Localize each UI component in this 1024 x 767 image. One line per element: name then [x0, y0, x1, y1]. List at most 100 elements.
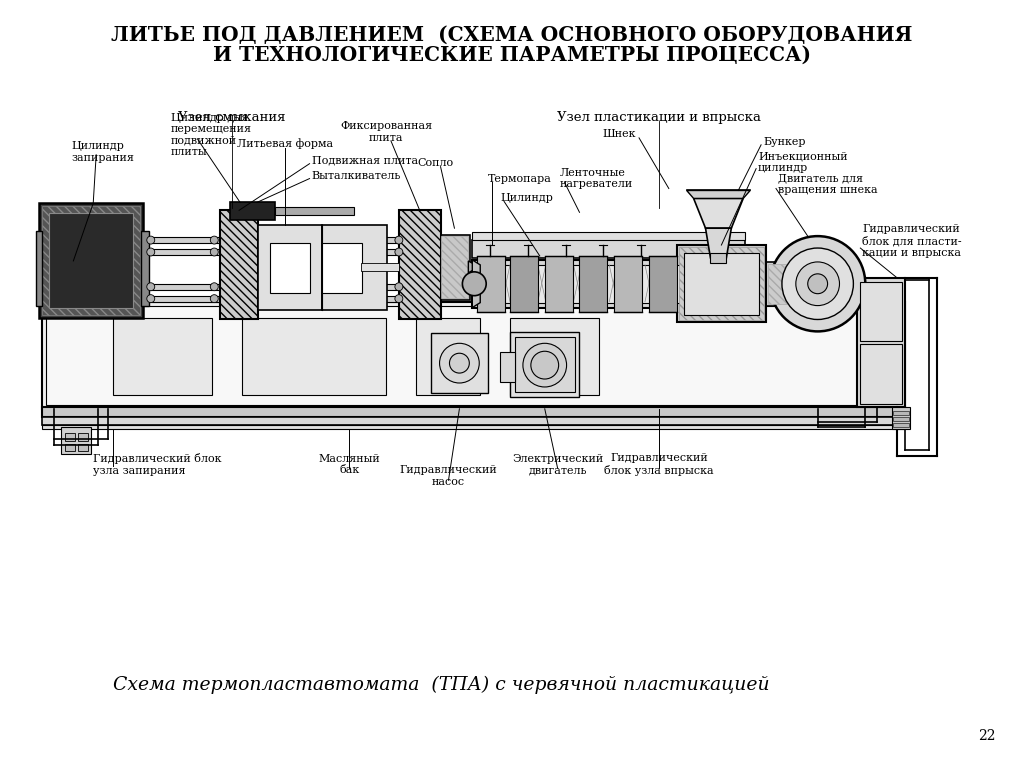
Bar	[61, 426, 91, 455]
Bar	[258, 225, 323, 310]
Bar	[510, 256, 538, 311]
Polygon shape	[468, 261, 475, 273]
Bar	[893, 423, 909, 426]
Bar	[515, 337, 574, 392]
Bar	[711, 253, 726, 263]
Polygon shape	[687, 190, 751, 199]
Bar	[323, 243, 362, 293]
Text: Литьевая форма: Литьевая форма	[237, 138, 333, 150]
Circle shape	[210, 283, 218, 291]
Text: Масляный
бак: Масляный бак	[318, 453, 380, 476]
Bar	[440, 235, 470, 300]
Bar	[399, 210, 440, 320]
Text: Шнек: Шнек	[602, 129, 636, 139]
Circle shape	[450, 354, 469, 373]
Bar	[42, 407, 905, 416]
Text: Гидравлический
насос: Гидравлический насос	[399, 466, 498, 487]
Bar	[242, 318, 386, 395]
Bar	[580, 256, 607, 311]
Bar	[860, 344, 902, 404]
Text: Цилиндр
запирания: Цилиндр запирания	[72, 141, 134, 163]
Bar	[42, 206, 140, 314]
Circle shape	[523, 344, 566, 387]
Circle shape	[146, 295, 155, 303]
Circle shape	[395, 248, 402, 256]
Circle shape	[395, 236, 402, 244]
Bar	[42, 416, 905, 425]
Polygon shape	[706, 229, 731, 258]
Text: Цилиндр: Цилиндр	[500, 193, 553, 203]
Bar	[649, 256, 677, 311]
Polygon shape	[472, 260, 480, 308]
Circle shape	[439, 344, 479, 383]
Circle shape	[210, 236, 218, 244]
Circle shape	[395, 295, 402, 303]
Bar	[66, 433, 76, 440]
Text: Термопара: Термопара	[488, 173, 552, 183]
Bar	[857, 278, 905, 407]
Bar	[274, 207, 354, 216]
Bar	[39, 295, 435, 301]
Text: Гидравлический
блок для пласти-
кации и впрыска: Гидравлический блок для пласти- кации и …	[862, 224, 962, 258]
Circle shape	[146, 248, 155, 256]
Bar	[893, 411, 909, 415]
Bar	[48, 213, 133, 308]
Bar	[66, 443, 76, 452]
Bar	[677, 245, 766, 322]
Text: И ТЕХНОЛОГИЧЕСКИЕ ПАРАМЕТРЫ ПРОЦЕССА): И ТЕХНОЛОГИЧЕСКИЕ ПАРАМЕТРЫ ПРОЦЕССА)	[213, 44, 811, 64]
Bar	[36, 231, 42, 305]
Bar	[78, 443, 88, 452]
Text: Выталкиватель: Выталкиватель	[311, 170, 401, 180]
Bar	[42, 425, 905, 429]
Bar	[39, 237, 435, 243]
Bar	[768, 264, 816, 304]
Bar	[472, 240, 745, 258]
Text: Электрический
двигатель: Электрический двигатель	[512, 453, 603, 476]
Text: Фиксированная
плита: Фиксированная плита	[340, 121, 432, 143]
Circle shape	[782, 248, 853, 320]
Text: Цилиндр для
перемещения
подвижной
плиты: Цилиндр для перемещения подвижной плиты	[171, 113, 252, 157]
Text: 22: 22	[978, 729, 995, 743]
Circle shape	[808, 274, 827, 294]
Circle shape	[146, 236, 155, 244]
Circle shape	[463, 272, 486, 295]
Circle shape	[210, 295, 218, 303]
Bar	[270, 243, 309, 293]
Bar	[431, 334, 488, 393]
Text: Ленточные
нагреватели: Ленточные нагреватели	[560, 168, 633, 189]
Text: Гидравлический блок
узла запирания: Гидравлический блок узла запирания	[93, 453, 222, 476]
Text: ЛИТЬЕ ПОД ДАВЛЕНИЕМ  (СХЕМА ОСНОВНОГО ОБОРУДОВАНИЯ: ЛИТЬЕ ПОД ДАВЛЕНИЕМ (СХЕМА ОСНОВНОГО ОБО…	[112, 25, 912, 44]
Bar	[684, 253, 759, 314]
Bar	[361, 263, 399, 271]
Text: Подвижная плита: Подвижная плита	[311, 156, 418, 166]
Bar	[510, 332, 580, 397]
Text: Сопло: Сопло	[418, 158, 454, 168]
Bar	[440, 236, 468, 298]
Bar	[477, 256, 505, 311]
Bar	[46, 305, 901, 405]
Bar	[416, 318, 480, 395]
Text: Двигатель для
вращения шнека: Двигатель для вращения шнека	[778, 173, 878, 196]
Circle shape	[770, 236, 865, 331]
Bar	[476, 265, 740, 303]
Text: Гидравлический
блок узла впрыска: Гидравлический блок узла впрыска	[604, 453, 714, 476]
Polygon shape	[693, 199, 743, 229]
Bar	[545, 256, 572, 311]
Text: Инъекционный
цилиндр: Инъекционный цилиндр	[758, 152, 848, 173]
Circle shape	[395, 283, 402, 291]
Bar	[766, 262, 817, 305]
Text: Узел пластикации и впрыска: Узел пластикации и впрыска	[557, 110, 761, 123]
Bar	[614, 256, 642, 311]
Bar	[679, 247, 764, 321]
Text: Узел смыкания: Узел смыкания	[178, 110, 286, 123]
Bar	[113, 318, 212, 395]
Bar	[42, 301, 905, 409]
Bar	[39, 249, 435, 255]
Bar	[39, 284, 435, 290]
Bar	[39, 203, 142, 318]
Circle shape	[530, 351, 559, 379]
Bar	[78, 433, 88, 440]
Bar	[500, 352, 515, 382]
Bar	[892, 407, 910, 429]
Bar	[472, 232, 745, 240]
